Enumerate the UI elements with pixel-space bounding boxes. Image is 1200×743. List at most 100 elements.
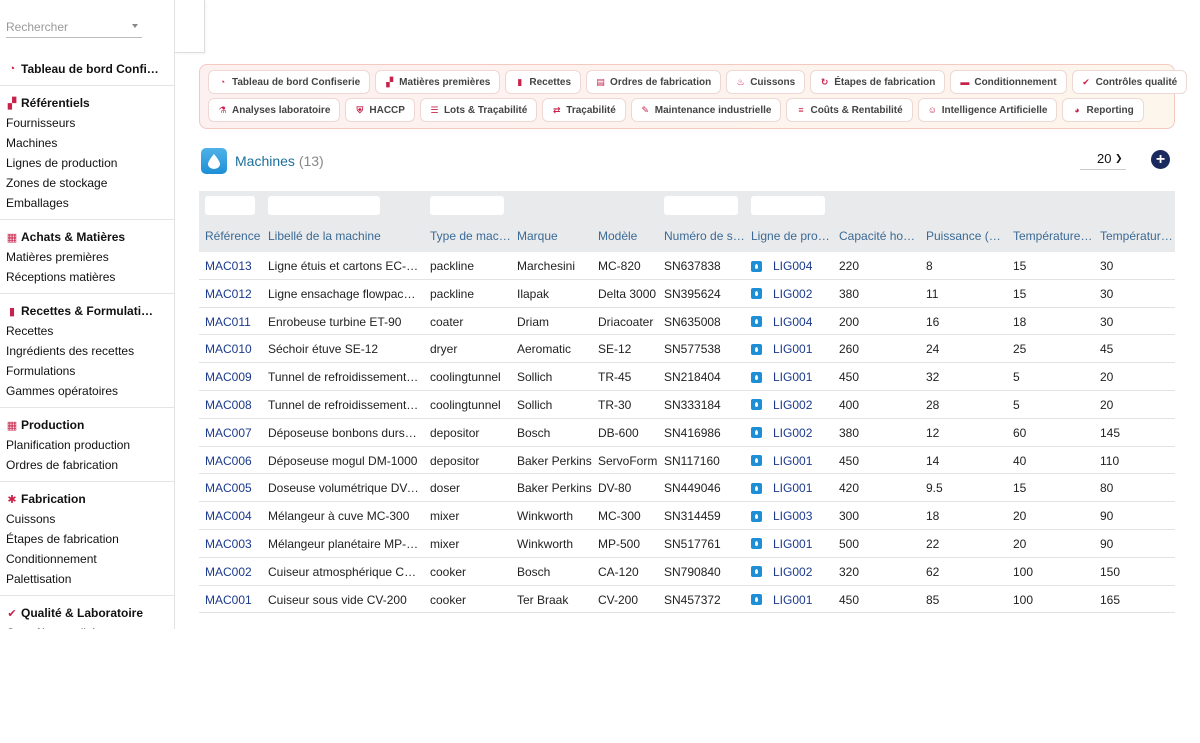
production-line-link[interactable]: LIG004 bbox=[751, 315, 833, 329]
column-header[interactable]: Référence bbox=[205, 229, 261, 243]
machine-reference-link[interactable]: MAC003 bbox=[205, 536, 252, 551]
machine-reference-link[interactable]: MAC009 bbox=[205, 370, 252, 385]
sidebar-item[interactable]: Contrôles qualité bbox=[0, 623, 174, 629]
module-nav-chip[interactable]: ⇄ Traçabilité bbox=[542, 98, 626, 122]
module-nav-chip[interactable]: ▮ Recettes bbox=[505, 70, 582, 94]
module-nav-chip[interactable]: ☰ Lots & Traçabilité bbox=[419, 98, 538, 122]
module-nav-chip[interactable]: ↻ Étapes de fabrication bbox=[810, 70, 946, 94]
module-nav-chip[interactable]: ♨ Cuissons bbox=[726, 70, 806, 94]
sidebar-item[interactable]: Palettisation bbox=[6, 572, 72, 586]
module-nav-chip[interactable]: ≡ Coûts & Rentabilité bbox=[786, 98, 913, 122]
production-line-code[interactable]: LIG001 bbox=[773, 453, 813, 468]
production-line-code[interactable]: LIG002 bbox=[773, 425, 813, 440]
production-line-link[interactable]: LIG001 bbox=[751, 593, 833, 607]
production-line-link[interactable]: LIG004 bbox=[751, 259, 833, 273]
sidebar-item[interactable]: Étapes de fabrication bbox=[6, 532, 119, 546]
column-filter-input[interactable] bbox=[430, 196, 504, 215]
sidebar-item[interactable]: Fournisseurs bbox=[6, 116, 76, 130]
column-header[interactable]: Libellé de la machine bbox=[268, 229, 381, 243]
production-line-code[interactable]: LIG001 bbox=[773, 592, 813, 607]
module-nav-chip[interactable]: ◕ Reporting bbox=[1062, 98, 1144, 122]
production-line-code[interactable]: LIG004 bbox=[773, 259, 813, 273]
module-nav-chip[interactable]: ▤ Ordres de fabrication bbox=[586, 70, 722, 94]
sidebar-item[interactable]: Cuissons bbox=[6, 512, 56, 526]
table-row[interactable]: MAC003 Mélangeur planétaire MP-500 mixer Wi… bbox=[199, 530, 1175, 558]
table-row[interactable]: MAC001 Cuiseur sous vide CV-200 cooker Ter … bbox=[199, 586, 1175, 614]
production-line-code[interactable]: LIG002 bbox=[773, 564, 813, 579]
machine-reference-link[interactable]: MAC004 bbox=[205, 509, 252, 524]
sidebar-item[interactable]: Ingrédients des recettes bbox=[6, 344, 135, 358]
module-nav-chip[interactable]: ▬ Conditionnement bbox=[950, 70, 1067, 94]
sidebar-item[interactable]: Recettes bbox=[6, 324, 54, 338]
machine-reference-link[interactable]: MAC005 bbox=[205, 481, 252, 496]
column-header[interactable]: Numéro de s… bbox=[664, 229, 745, 243]
machine-reference-link[interactable]: MAC010 bbox=[205, 342, 252, 357]
column-filter-input[interactable] bbox=[268, 196, 380, 215]
add-record-button[interactable]: + bbox=[1151, 150, 1170, 169]
sidebar-section-header[interactable]: ✔ Qualité & Laboratoire bbox=[0, 603, 174, 623]
column-header[interactable]: Puissance (k… bbox=[926, 229, 1006, 243]
sidebar-item[interactable]: Lignes de production bbox=[6, 156, 118, 170]
sidebar-item[interactable]: Emballages bbox=[6, 196, 69, 210]
column-filter-input[interactable] bbox=[205, 196, 255, 215]
sidebar-section-header[interactable]: ◔ Tableau de bord Confi… bbox=[0, 59, 174, 79]
production-line-code[interactable]: LIG001 bbox=[773, 342, 813, 357]
sidebar-section-header[interactable]: ▞ Référentiels bbox=[0, 93, 174, 113]
module-nav-chip[interactable]: ⚗ Analyses laboratoire bbox=[208, 98, 341, 122]
production-line-link[interactable]: LIG003 bbox=[751, 509, 833, 523]
production-line-link[interactable]: LIG001 bbox=[751, 537, 833, 551]
sidebar-section-header[interactable]: ▦ Achats & Matières bbox=[0, 227, 174, 247]
page-size-select[interactable]: 20 ❯ bbox=[1080, 150, 1126, 170]
table-row[interactable]: MAC002 Cuiseur atmosphérique CA-… cooker Bo… bbox=[199, 558, 1175, 586]
machine-reference-link[interactable]: MAC001 bbox=[205, 592, 252, 607]
production-line-link[interactable]: LIG001 bbox=[751, 370, 833, 384]
production-line-code[interactable]: LIG001 bbox=[773, 481, 813, 496]
table-row[interactable]: MAC007 Déposeuse bonbons durs D… depositor… bbox=[199, 419, 1175, 447]
sidebar-section-header[interactable]: ✱ Fabrication bbox=[0, 489, 174, 509]
column-header[interactable]: Ligne de pro… bbox=[751, 229, 830, 243]
module-nav-chip[interactable]: ☺ Intelligence Artificielle bbox=[917, 98, 1058, 122]
production-line-code[interactable]: LIG002 bbox=[773, 286, 813, 301]
sidebar-item[interactable]: Planification production bbox=[6, 438, 131, 452]
production-line-code[interactable]: LIG001 bbox=[773, 536, 813, 551]
sidebar-section-header[interactable]: ▦ Production bbox=[0, 415, 174, 435]
sidebar-item[interactable]: Conditionnement bbox=[6, 552, 97, 566]
table-row[interactable]: MAC012 Ligne ensachage flowpack … packline… bbox=[199, 280, 1175, 308]
machine-reference-link[interactable]: MAC008 bbox=[205, 397, 252, 412]
module-nav-chip[interactable]: ✎ Maintenance industrielle bbox=[630, 98, 782, 122]
table-row[interactable]: MAC011 Enrobeuse turbine ET-90 coater Driam… bbox=[199, 308, 1175, 336]
column-header[interactable]: Température… bbox=[1013, 229, 1093, 243]
production-line-code[interactable]: LIG004 bbox=[773, 314, 813, 329]
sidebar-item[interactable]: Formulations bbox=[6, 364, 76, 378]
chevron-down-icon[interactable] bbox=[132, 24, 138, 28]
sidebar-item[interactable]: Matières premières bbox=[6, 250, 109, 264]
column-filter-input[interactable] bbox=[751, 196, 825, 215]
production-line-link[interactable]: LIG001 bbox=[751, 342, 833, 356]
column-header[interactable]: Marque bbox=[517, 229, 558, 243]
column-filter-input[interactable] bbox=[664, 196, 738, 215]
table-row[interactable]: MAC004 Mélangeur à cuve MC-300 mixer Winkwo… bbox=[199, 502, 1175, 530]
column-header[interactable]: Capacité hor… bbox=[839, 229, 919, 243]
module-nav-chip[interactable]: ▞ Matières premières bbox=[375, 70, 501, 94]
machine-reference-link[interactable]: MAC013 bbox=[205, 259, 252, 273]
sidebar-section-header[interactable]: ▮ Recettes & Formulati… bbox=[0, 301, 174, 321]
table-row[interactable]: MAC013 Ligne étuis et cartons EC-100 packl… bbox=[199, 252, 1175, 280]
column-header[interactable]: Température… bbox=[1100, 229, 1174, 243]
sidebar-item[interactable]: Zones de stockage bbox=[6, 176, 108, 190]
machine-reference-link[interactable]: MAC007 bbox=[205, 425, 252, 440]
production-line-code[interactable]: LIG003 bbox=[773, 509, 813, 524]
production-line-link[interactable]: LIG002 bbox=[751, 398, 833, 412]
search-input[interactable]: Rechercher bbox=[6, 18, 142, 38]
module-nav-chip[interactable]: ⛨ HACCP bbox=[345, 98, 415, 122]
table-row[interactable]: MAC009 Tunnel de refroidissement T… coolin… bbox=[199, 363, 1175, 391]
production-line-code[interactable]: LIG002 bbox=[773, 397, 813, 412]
production-line-code[interactable]: LIG001 bbox=[773, 370, 813, 385]
table-row[interactable]: MAC006 Déposeuse mogul DM-1000 depositor Ba… bbox=[199, 447, 1175, 475]
sidebar-item[interactable]: Machines bbox=[6, 136, 58, 150]
machine-reference-link[interactable]: MAC002 bbox=[205, 564, 252, 579]
machine-reference-link[interactable]: MAC012 bbox=[205, 286, 252, 301]
production-line-link[interactable]: LIG001 bbox=[751, 454, 833, 468]
production-line-link[interactable]: LIG002 bbox=[751, 287, 833, 301]
production-line-link[interactable]: LIG002 bbox=[751, 565, 833, 579]
column-header[interactable]: Type de mac… bbox=[430, 229, 511, 243]
